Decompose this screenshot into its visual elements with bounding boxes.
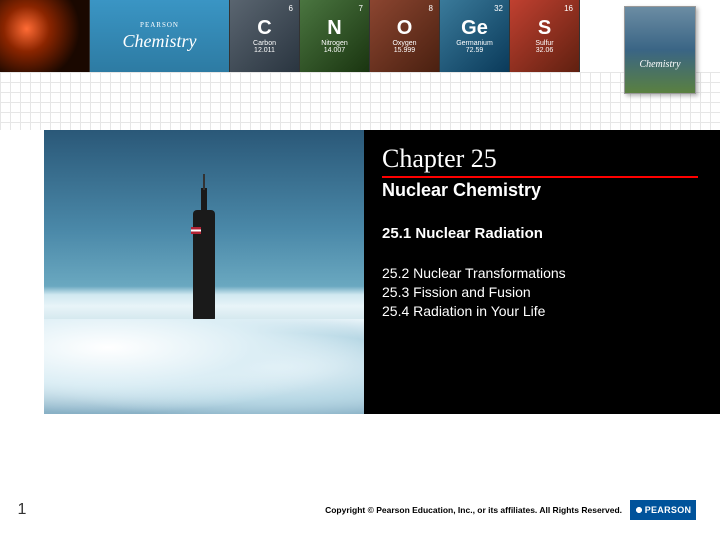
element-mass: 15.999	[394, 47, 415, 54]
ice-foreground	[44, 319, 364, 414]
pearson-badge-text: PEARSON	[645, 505, 692, 515]
section-item: 25.2 Nuclear Transformations	[382, 264, 698, 283]
chapter-title: Chapter 25	[382, 144, 698, 178]
top-banner: PEARSON Chemistry 6 C Carbon 12.011 7 N …	[0, 0, 720, 72]
element-name: Sulfur	[535, 40, 553, 47]
active-section: 25.1 Nuclear Radiation	[382, 225, 698, 242]
element-name: Germanium	[456, 40, 493, 47]
element-name: Oxygen	[392, 40, 416, 47]
element-symbol: S	[538, 18, 551, 38]
element-tile-carbon: 6 C Carbon 12.011	[230, 0, 300, 72]
element-symbol: Ge	[461, 18, 488, 38]
chemistry-logo: PEARSON Chemistry	[90, 0, 230, 72]
element-name: Nitrogen	[321, 40, 347, 47]
logo-publisher: PEARSON	[140, 21, 179, 29]
banner-fireworks-image	[0, 0, 90, 72]
logo-title: Chemistry	[123, 31, 197, 52]
element-mass: 72.59	[466, 47, 484, 54]
flag-icon	[191, 227, 201, 234]
book-cover-title: Chemistry	[639, 59, 680, 70]
element-symbol: O	[397, 18, 413, 38]
element-tile-germanium: 32 Ge Germanium 72.59	[440, 0, 510, 72]
section-item: 25.3 Fission and Fusion	[382, 283, 698, 302]
element-number: 6	[289, 4, 293, 13]
left-margin	[0, 130, 44, 414]
element-number: 16	[564, 4, 573, 13]
element-symbol: C	[257, 18, 271, 38]
chapter-photo-submarine	[44, 130, 364, 414]
element-tile-oxygen: 8 O Oxygen 15.999	[370, 0, 440, 72]
textbook-cover-thumbnail: Chemistry	[624, 6, 696, 94]
element-mass: 14.007	[324, 47, 345, 54]
chapter-panel: Chapter 25 Nuclear Chemistry 25.1 Nuclea…	[364, 130, 720, 414]
element-symbol: N	[327, 18, 341, 38]
copyright-text: Copyright © Pearson Education, Inc., or …	[325, 505, 622, 515]
decorative-grid	[0, 72, 720, 130]
element-name: Carbon	[253, 40, 276, 47]
section-item: 25.4 Radiation in Your Life	[382, 302, 698, 321]
pearson-logo-badge: PEARSON	[630, 500, 696, 520]
main-content-row: Chapter 25 Nuclear Chemistry 25.1 Nuclea…	[0, 130, 720, 414]
slide-footer: 1 Copyright © Pearson Education, Inc., o…	[0, 498, 720, 522]
element-number: 7	[359, 4, 363, 13]
element-number: 32	[494, 4, 503, 13]
page-number: 1	[0, 501, 44, 519]
element-mass: 12.011	[254, 47, 275, 54]
element-mass: 32.06	[536, 47, 554, 54]
element-tile-nitrogen: 7 N Nitrogen 14.007	[300, 0, 370, 72]
element-number: 8	[429, 4, 433, 13]
element-tile-sulfur: 16 S Sulfur 32.06	[510, 0, 580, 72]
chapter-subtitle: Nuclear Chemistry	[382, 180, 698, 201]
